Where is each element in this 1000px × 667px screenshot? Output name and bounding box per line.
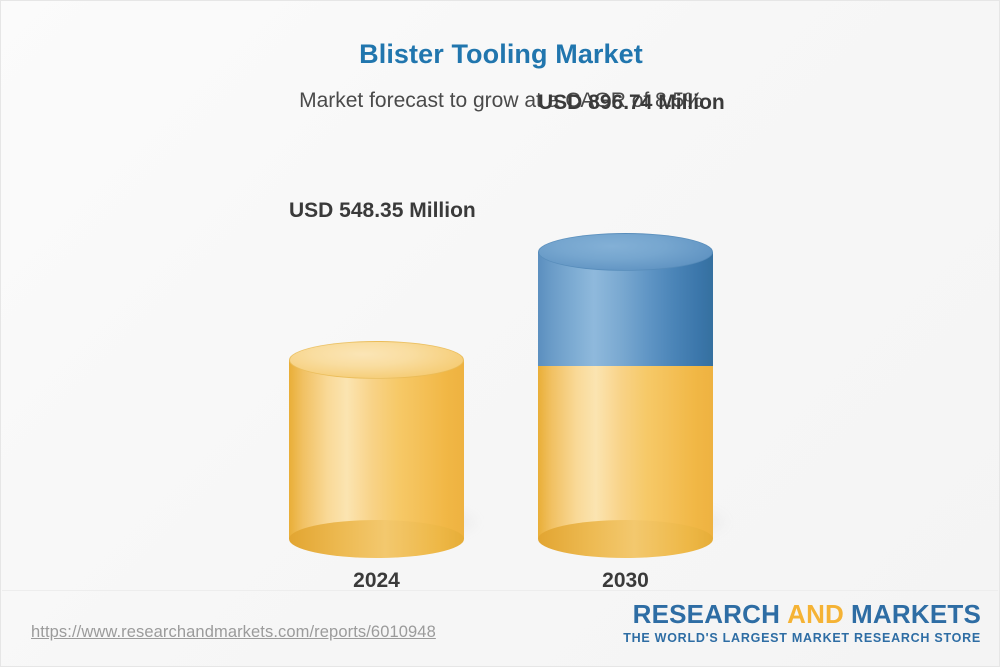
brand-logo[interactable]: RESEARCH AND MARKETS THE WORLD'S LARGEST M…: [623, 599, 981, 646]
cylinder-body-2024: [289, 360, 464, 539]
cylinder-bottom-cap-2030: [538, 520, 713, 558]
cylinder-2024: [289, 341, 480, 558]
cylinder-2030: [538, 233, 729, 558]
logo-word-research: RESEARCH: [632, 599, 781, 629]
cylinder-body-blue-2030: [538, 252, 713, 366]
category-label-2024: 2024: [353, 569, 400, 592]
category-label-2030: 2030: [602, 569, 649, 592]
logo-tagline: THE WORLD'S LARGEST MARKET RESEARCH STOR…: [623, 631, 981, 646]
chart-subtitle: Market forecast to grow at a CAGR of 8.5…: [299, 89, 703, 112]
value-label-2024: USD 548.35 Million: [289, 199, 476, 222]
bar-group-2024: USD 548.35 Million 2024: [289, 199, 480, 592]
footer-divider: [2, 590, 998, 591]
logo-wordmark: RESEARCH AND MARKETS: [623, 599, 981, 629]
logo-word-and: AND: [787, 599, 845, 629]
value-label-2030: USD 896.74 Million: [538, 91, 725, 114]
logo-word-markets: MARKETS: [851, 599, 981, 629]
source-url-link[interactable]: https://www.researchandmarkets.com/repor…: [31, 623, 436, 641]
chart-plot-area: USD 548.35 Million 2024 USD 896.74 Milli…: [1, 91, 999, 592]
bar-group-2030: USD 896.74 Million 2030: [538, 91, 729, 592]
cylinder-top-cap-2030: [538, 233, 713, 271]
cylinder-body-gold-2030: [538, 364, 713, 539]
page-title: Blister Tooling Market: [359, 39, 643, 69]
cylinder-bottom-cap-2024: [289, 520, 464, 558]
cylinder-top-cap-2024: [289, 341, 464, 379]
